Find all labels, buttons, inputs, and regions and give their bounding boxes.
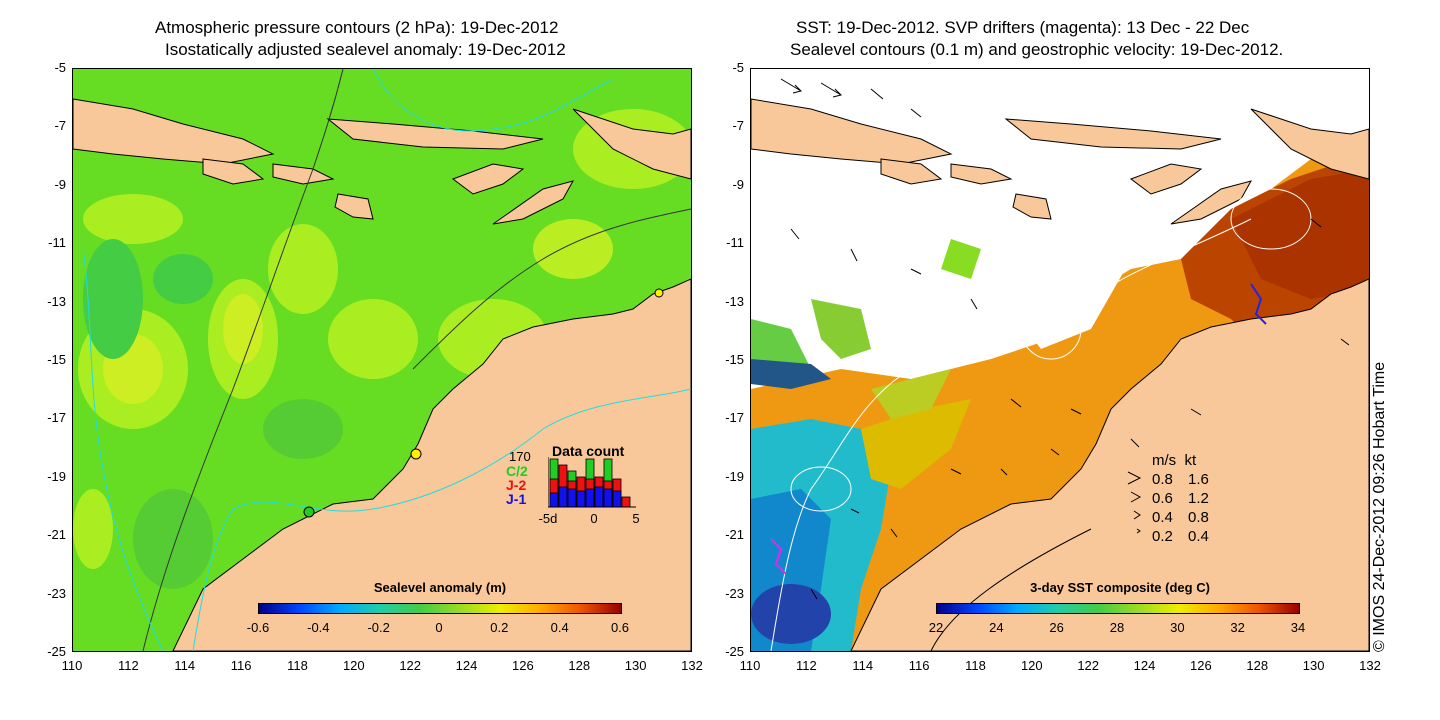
- left-lat-tick-8: -21: [47, 527, 66, 543]
- right-lat-tick-6: -17: [725, 410, 744, 426]
- right-cbar-tick-2: 26: [1049, 620, 1064, 635]
- left-lat-tick-1: -7: [54, 118, 66, 134]
- right-cbar-tick-4: 30: [1170, 620, 1185, 635]
- velocity-row-4-kt: 0.4: [1188, 528, 1209, 545]
- left-cbar-tick-0: -0.6: [246, 620, 270, 635]
- left-lat-tick-3: -11: [48, 235, 66, 251]
- left-lat-tick-10: -25: [47, 644, 66, 659]
- data-count-max: 170: [509, 449, 531, 464]
- left-lon-tick-2: 114: [174, 658, 196, 673]
- data-count-title: Data count: [552, 443, 625, 459]
- right-lon-tick-0: 110: [739, 658, 761, 673]
- right-lon-tick-9: 128: [1246, 658, 1269, 673]
- sealevel-anomaly-map: [72, 68, 692, 652]
- left-lon-tick-1: 112: [117, 658, 139, 673]
- right-lat-tick-5: -15: [725, 352, 744, 367]
- velocity-row-4-ms: 0.2: [1152, 528, 1173, 545]
- right-lat-tick-2: -9: [732, 176, 744, 192]
- velocity-row-3-kt: 0.8: [1188, 509, 1209, 526]
- velocity-row-2-kt: 1.2: [1188, 490, 1209, 507]
- left-lon-tick-7: 124: [455, 658, 478, 673]
- sst-map-graphic: [751, 69, 1369, 651]
- right-cbar-tick-0: 22: [928, 620, 944, 635]
- velocity-row-3-ms: 0.4: [1152, 509, 1173, 526]
- right-lat-tick-9: -23: [725, 585, 744, 601]
- left-lon-tick-8: 126: [512, 658, 534, 673]
- right-colorbar: [936, 603, 1300, 614]
- right-lon-tick-11: 132: [1359, 658, 1381, 673]
- velocity-legend-arrows: [1127, 471, 1142, 534]
- left-lat-tick-9: -23: [47, 585, 66, 601]
- legend-c2: C/2: [506, 463, 528, 479]
- left-colorbar: [258, 603, 622, 614]
- left-title-line1: Atmospheric pressure contours (2 hPa): 1…: [155, 18, 559, 37]
- velocity-row-1-ms: 0.8: [1152, 471, 1173, 488]
- legend-j2: J-2: [506, 477, 527, 493]
- right-cbar-tick-5: 32: [1230, 620, 1245, 635]
- right-lon-tick-1: 112: [795, 658, 817, 673]
- left-cbar-tick-3: 0: [435, 620, 443, 635]
- right-lon-tick-3: 116: [908, 658, 930, 673]
- right-lat-tick-0: -5: [732, 60, 744, 75]
- right-lon-tick-2: 114: [852, 658, 874, 673]
- right-lon-tick-7: 124: [1133, 658, 1156, 673]
- right-lon-tick-4: 118: [965, 658, 986, 673]
- left-cbar-tick-1: -0.4: [307, 620, 330, 635]
- left-lon-tick-5: 120: [342, 658, 365, 673]
- left-cbar-tick-2: -0.2: [367, 620, 390, 635]
- velocity-legend-header: m/s kt: [1152, 452, 1197, 469]
- right-cbar-tick-1: 24: [989, 620, 1004, 635]
- left-lon-tick-10: 130: [624, 658, 647, 673]
- velocity-row-2-ms: 0.6: [1152, 490, 1173, 507]
- imos-credit: © IMOS 24-Dec-2012 09:26 Hobart Time: [1371, 361, 1388, 652]
- sealevel-anomaly-map-graphic: [73, 69, 691, 651]
- right-title-line2: Sealevel contours (0.1 m) and geostrophi…: [790, 40, 1284, 59]
- legend-j1: J-1: [506, 491, 527, 507]
- right-lon-tick-5: 120: [1020, 658, 1043, 673]
- left-colorbar-title: Sealevel anomaly (m): [373, 580, 507, 595]
- right-lon-tick-6: 122: [1077, 658, 1100, 673]
- sst-map: [750, 68, 1370, 652]
- left-lon-tick-6: 122: [399, 658, 422, 673]
- right-lat-tick-4: -13: [725, 293, 744, 309]
- left-title-line2: Isostatically adjusted sealevel anomaly:…: [165, 40, 566, 59]
- left-lat-tick-6: -17: [47, 410, 66, 426]
- left-lat-tick-7: -19: [47, 468, 66, 484]
- left-lon-tick-11: 132: [681, 658, 703, 673]
- left-lon-tick-4: 118: [287, 658, 308, 673]
- left-lon-tick-9: 128: [568, 658, 591, 673]
- right-lat-tick-8: -21: [725, 527, 744, 543]
- data-count-xtick-neg5: -5d: [538, 511, 558, 526]
- right-lon-tick-10: 130: [1302, 658, 1325, 673]
- right-lat-tick-1: -7: [732, 118, 744, 134]
- left-cbar-tick-5: 0.4: [550, 620, 569, 635]
- right-cbar-tick-3: 28: [1109, 620, 1125, 635]
- right-cbar-tick-6: 34: [1290, 620, 1306, 635]
- left-lat-tick-4: -13: [47, 293, 66, 309]
- data-count-bars: [548, 457, 636, 508]
- right-title-line1: SST: 19-Dec-2012. SVP drifters (magenta)…: [796, 18, 1250, 37]
- velocity-row-1-kt: 1.6: [1188, 471, 1209, 488]
- left-cbar-tick-6: 0.6: [610, 620, 630, 635]
- right-lat-tick-7: -19: [725, 468, 744, 484]
- right-lon-tick-8: 126: [1190, 658, 1212, 673]
- left-lat-tick-2: -9: [54, 176, 66, 192]
- left-lon-tick-0: 110: [61, 658, 83, 673]
- right-lat-tick-3: -11: [726, 235, 744, 251]
- right-colorbar-title: 3-day SST composite (deg C): [1030, 580, 1210, 595]
- left-lat-tick-5: -15: [47, 352, 66, 367]
- left-lat-tick-0: -5: [54, 60, 66, 75]
- left-lon-tick-3: 116: [230, 658, 252, 673]
- right-lat-tick-10: -25: [725, 644, 744, 659]
- data-count-xtick-0: 0: [590, 511, 598, 526]
- data-count-xtick-5: 5: [632, 511, 640, 526]
- left-cbar-tick-4: 0.2: [490, 620, 509, 635]
